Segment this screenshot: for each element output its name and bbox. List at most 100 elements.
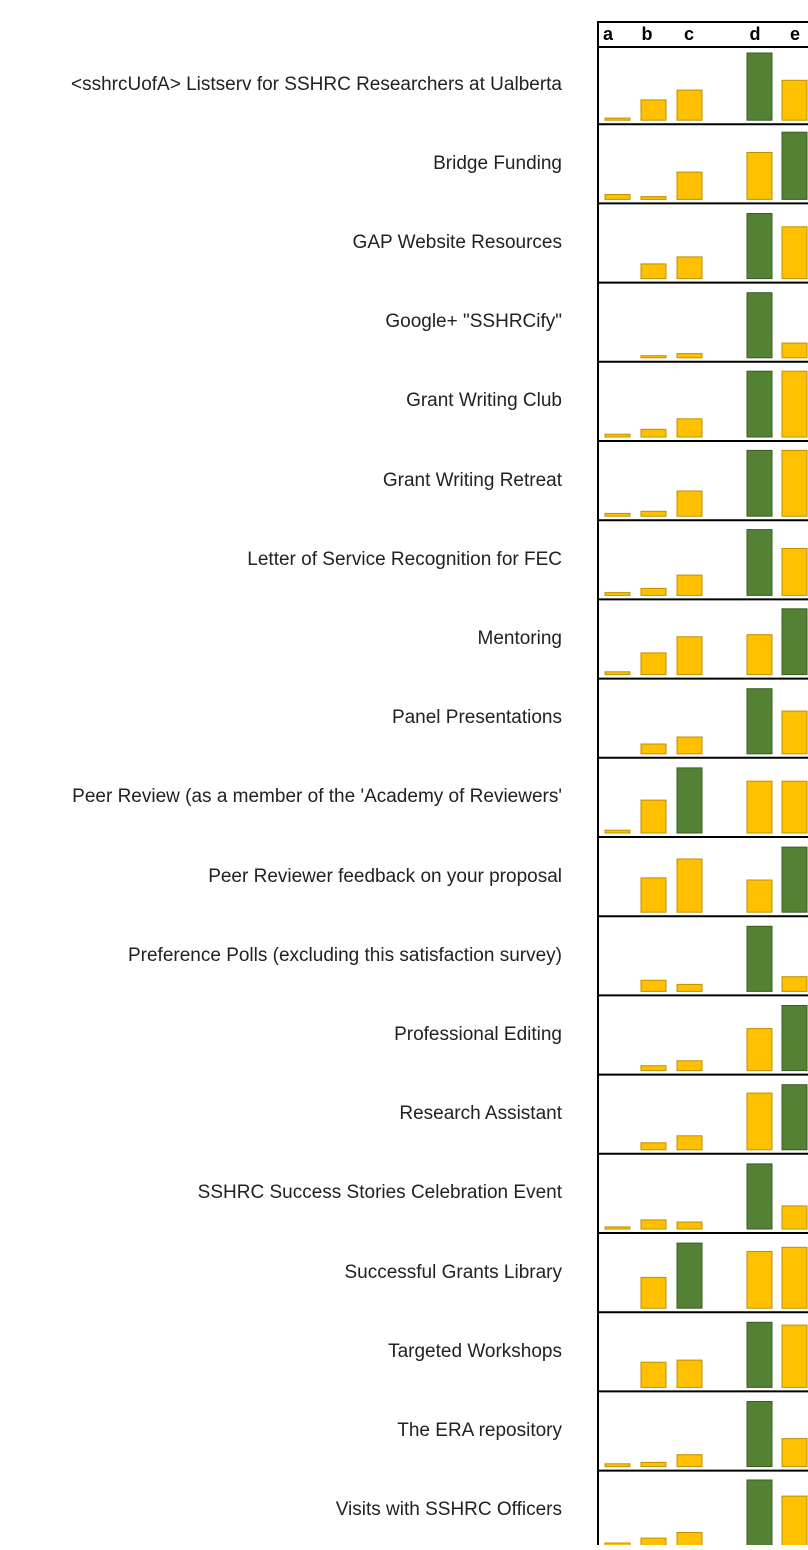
row-label: Bridge Funding: [0, 124, 562, 203]
bar: [676, 1359, 703, 1388]
column-header: b: [642, 24, 653, 44]
bar: [604, 194, 631, 200]
bar: [746, 529, 773, 596]
bar: [781, 1438, 808, 1468]
bar: [604, 1463, 631, 1468]
column-header: c: [684, 24, 694, 44]
row-label-text: <sshrcUofA> Listserv for SSHRC Researche…: [70, 73, 562, 95]
row-label: Panel Presentations: [0, 679, 562, 758]
header-box: [597, 21, 808, 48]
row-label-text: Bridge Funding: [433, 152, 562, 174]
bar: [640, 1065, 667, 1072]
bar: [640, 652, 667, 676]
bar: [746, 152, 773, 200]
row-label-text: Letter of Service Recognition for FEC: [247, 548, 562, 570]
bar: [640, 979, 667, 992]
row-label-text: Preference Polls (excluding this satisfa…: [127, 944, 562, 966]
row-label-text: Peer Review (as a member of the 'Academy…: [72, 786, 562, 808]
row-label: Professional Editing: [0, 995, 562, 1074]
row-label: Peer Reviewer feedback on your proposal: [0, 837, 562, 916]
bar: [746, 688, 773, 755]
bar: [781, 79, 808, 121]
bar: [640, 196, 667, 200]
bar: [746, 1092, 773, 1151]
row-label: Google+ "SSHRCify": [0, 283, 562, 362]
bar: [640, 263, 667, 280]
bar: [746, 1251, 773, 1309]
bar: [640, 1219, 667, 1230]
bar: [746, 879, 773, 913]
bar: [746, 292, 773, 359]
bar: [746, 449, 773, 517]
row-label-text: Visits with SSHRC Officers: [335, 1499, 562, 1521]
bar: [781, 131, 808, 200]
row-label: Visits with SSHRC Officers: [0, 1471, 562, 1550]
row-label-text: Grant Writing Club: [406, 390, 562, 412]
row-label-text: Panel Presentations: [391, 707, 562, 729]
row-label-text: Professional Editing: [394, 1023, 562, 1045]
row-label: Successful Grants Library: [0, 1233, 562, 1312]
bar: [640, 99, 667, 121]
bar: [604, 433, 631, 438]
row-label: The ERA repository: [0, 1391, 562, 1470]
row-label: <sshrcUofA> Listserv for SSHRC Researche…: [0, 45, 562, 124]
bar: [781, 608, 808, 676]
row-label: Research Assistant: [0, 1075, 562, 1154]
row-label-text: GAP Website Resources: [352, 231, 562, 253]
bar: [640, 743, 667, 755]
bar: [676, 418, 703, 438]
bar: [781, 1246, 808, 1309]
row-label-text: Mentoring: [477, 627, 563, 649]
bar: [781, 1205, 808, 1230]
row-label-text: Peer Reviewer feedback on your proposal: [208, 865, 562, 887]
bar: [781, 780, 808, 834]
bar: [676, 490, 703, 517]
bar: [781, 1495, 808, 1545]
bar: [604, 117, 631, 121]
bar: [746, 213, 773, 280]
bar: [676, 1454, 703, 1468]
row-label: Letter of Service Recognition for FEC: [0, 520, 562, 599]
row-label: Mentoring: [0, 599, 563, 678]
row-label-text: Targeted Workshops: [388, 1340, 562, 1362]
column-header: a: [603, 24, 614, 44]
bar: [604, 829, 631, 834]
bar: [746, 1479, 773, 1545]
bar: [676, 1221, 703, 1230]
bar: [676, 736, 703, 755]
bar: [781, 1005, 808, 1072]
row-label-text: SSHRC Success Stories Celebration Event: [197, 1182, 562, 1204]
bar: [746, 52, 773, 121]
bar: [746, 925, 773, 992]
bar: [676, 171, 703, 200]
bar: [676, 256, 703, 280]
bar: [676, 636, 703, 676]
row-label-text: Google+ "SSHRCify": [385, 311, 562, 333]
bar: [746, 1028, 773, 1072]
bar: [781, 846, 808, 913]
bar: [640, 428, 667, 438]
bar: [781, 370, 808, 438]
row-label: Targeted Workshops: [0, 1312, 562, 1391]
bar: [781, 449, 808, 517]
row-label: GAP Website Resources: [0, 203, 562, 282]
row-label: Peer Review (as a member of the 'Academy…: [0, 758, 562, 837]
bar: [781, 710, 808, 755]
bar: [640, 587, 667, 596]
row-label-text: The ERA repository: [397, 1419, 562, 1441]
bar: [781, 226, 808, 280]
bar: [676, 574, 703, 596]
bar: [604, 1542, 631, 1545]
bar: [676, 767, 703, 834]
bar: [781, 976, 808, 992]
bar: [781, 548, 808, 596]
row-label-text: Grant Writing Retreat: [382, 469, 562, 491]
bar: [676, 353, 703, 359]
row-label-text: Successful Grants Library: [344, 1261, 562, 1283]
column-header: e: [790, 24, 800, 44]
bar: [640, 799, 667, 834]
bar: [746, 1163, 773, 1230]
bar: [640, 1276, 667, 1309]
bar: [676, 89, 703, 121]
